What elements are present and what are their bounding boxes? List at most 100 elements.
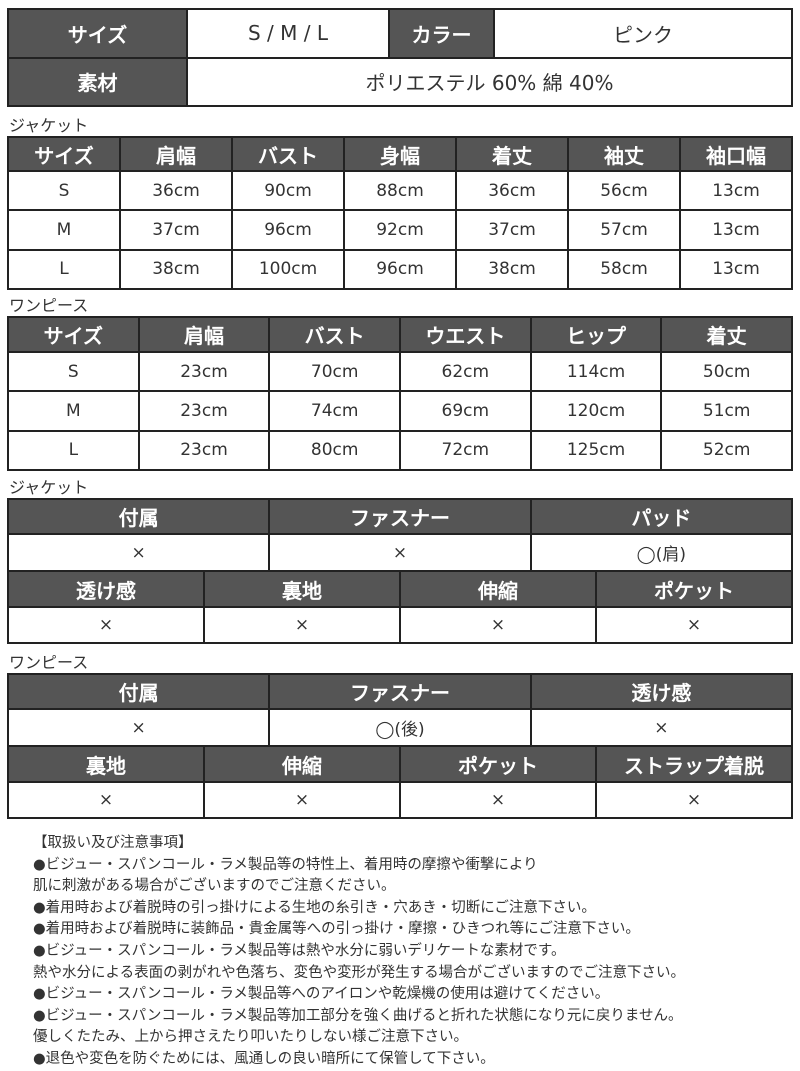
column-header: 身幅	[345, 138, 455, 170]
table-cell: 125cm	[531, 431, 661, 469]
note-line: 優しくたたみ、上から押さえたり叩いたりしない様ご注意下さい。	[33, 1029, 468, 1046]
table-cell: 74cm	[270, 392, 399, 430]
attribute-value: ×	[597, 783, 791, 817]
attribute-value: ×	[531, 710, 791, 745]
attribute-value: ×	[270, 535, 530, 570]
column-header: 袖丈	[569, 138, 679, 170]
note-line: 【取扱い及び注意事項】	[33, 835, 193, 851]
attribute-header: 付属	[9, 675, 269, 708]
attribute-header: 透け感	[9, 572, 203, 606]
attribute-value: ×	[205, 783, 399, 817]
attribute-header: パッド	[531, 500, 791, 533]
material-value: ポリエステル 60% 綿 40%	[188, 58, 791, 105]
note-line: 熱や水分による表面の剥がれや色落ち、変色や変形が発生する場合がございますのでご注…	[33, 964, 686, 981]
color-label: カラー	[390, 10, 493, 57]
jacket-attr-table-2: 透け感 裏地 伸縮 ポケット × × × ×	[7, 570, 793, 644]
attribute-header: ポケット	[597, 572, 791, 606]
note-line: 肌に刺激がある場合がございますのでご注意ください。	[33, 878, 396, 895]
table-cell: 100cm	[233, 250, 343, 288]
note-line: ●退色や変色を防ぐためには、風通しの良い暗所にて保管して下さい。	[33, 1050, 495, 1067]
column-header: 袖口幅	[681, 138, 791, 170]
dress-section-label: ワンピース	[9, 296, 89, 315]
column-header: 肩幅	[121, 138, 231, 170]
table-cell: 13cm	[681, 211, 791, 249]
attribute-header: ポケット	[401, 747, 595, 781]
table-cell: 37cm	[457, 211, 567, 249]
jacket-attr-section-label: ジャケット	[9, 478, 89, 497]
table-cell: 69cm	[401, 392, 530, 430]
table-cell: L	[9, 250, 119, 288]
table-cell: M	[9, 392, 138, 430]
column-header: ヒップ	[531, 318, 661, 351]
table-cell: 13cm	[681, 250, 791, 288]
attribute-header: ストラップ着脱	[597, 747, 791, 781]
dress-attr-table-1: 付属 ファスナー 透け感 × ◯(後) ×	[7, 673, 793, 747]
table-cell: 23cm	[139, 353, 269, 391]
note-line: ●ビジュー・スパンコール・ラメ製品等へのアイロンや乾燥機の使用は避けてください。	[33, 986, 610, 1003]
note-line: ●着用時および着脱時に装飾品・貴金属等への引っ掛け・摩擦・ひきつれ等にご注意下さ…	[33, 921, 640, 938]
attribute-header: 伸縮	[205, 747, 399, 781]
size-label: サイズ	[9, 10, 186, 57]
attribute-value: ×	[9, 783, 203, 817]
size-value: S / M / L	[188, 10, 388, 57]
table-cell: 57cm	[569, 211, 679, 249]
table-cell: 114cm	[531, 353, 661, 391]
table-cell: 80cm	[270, 431, 399, 469]
column-header: 着丈	[662, 318, 791, 351]
column-header: サイズ	[9, 318, 138, 351]
table-cell: 13cm	[681, 172, 791, 210]
attribute-header: ファスナー	[270, 675, 530, 708]
table-cell: 23cm	[139, 392, 269, 430]
dress-attr-section-label: ワンピース	[9, 653, 89, 672]
note-line: ●ビジュー・スパンコール・ラメ製品等加工部分を強く曲げると折れた状態になり元に戻…	[33, 1007, 683, 1024]
table-cell: 96cm	[345, 250, 455, 288]
table-cell: 70cm	[270, 353, 399, 391]
table-cell: 36cm	[121, 172, 231, 210]
attribute-header: 伸縮	[401, 572, 595, 606]
attribute-value: ×	[401, 783, 595, 817]
table-cell: 96cm	[233, 211, 343, 249]
table-cell: 52cm	[662, 431, 791, 469]
table-cell: 23cm	[139, 431, 269, 469]
color-value: ピンク	[495, 10, 791, 57]
dress-attr-table-2: 裏地 伸縮 ポケット ストラップ着脱 × × × ×	[7, 745, 793, 819]
jacket-attr-table-1: 付属 ファスナー パッド × × ◯(肩)	[7, 498, 793, 572]
table-cell: L	[9, 431, 138, 469]
table-cell: 88cm	[345, 172, 455, 210]
column-header: バスト	[233, 138, 343, 170]
attribute-value: ×	[9, 535, 269, 570]
jacket-section-label: ジャケット	[9, 116, 89, 135]
jacket-size-table: サイズ 肩幅 バスト 身幅 着丈 袖丈 袖口幅 S 36cm 90cm 88cm 36cm 56cm 13…	[7, 136, 793, 290]
summary-table: サイズ S / M / L カラー ピンク 素材 ポリエステル 60% 綿 40…	[7, 8, 793, 107]
table-cell: 37cm	[121, 211, 231, 249]
material-label: 素材	[9, 58, 186, 105]
table-cell: 51cm	[662, 392, 791, 430]
table-cell: 36cm	[457, 172, 567, 210]
table-cell: S	[9, 172, 119, 210]
table-cell: 62cm	[401, 353, 530, 391]
table-cell: 120cm	[531, 392, 661, 430]
dress-size-table: サイズ 肩幅 バスト ウエスト ヒップ 着丈 S 23cm 70cm 62cm 114cm 50cm M…	[7, 316, 793, 471]
note-line: ●着用時および着脱時の引っ掛けによる生地の糸引き・穴あき・切断にご注意下さい。	[33, 899, 596, 916]
attribute-value: ×	[9, 710, 269, 745]
table-cell: 58cm	[569, 250, 679, 288]
attribute-value: ×	[205, 608, 399, 642]
table-cell: 92cm	[345, 211, 455, 249]
attribute-header: 透け感	[531, 675, 791, 708]
column-header: 着丈	[457, 138, 567, 170]
table-cell: 72cm	[401, 431, 530, 469]
table-cell: 38cm	[121, 250, 231, 288]
table-cell: M	[9, 211, 119, 249]
attribute-value: ×	[9, 608, 203, 642]
attribute-header: ファスナー	[270, 500, 530, 533]
attribute-header: 裏地	[9, 747, 203, 781]
attribute-header: 裏地	[205, 572, 399, 606]
note-line: ●ビジュー・スパンコール・ラメ製品等の特性上、着用時の摩擦や衝撃により	[33, 856, 538, 873]
attribute-value: ×	[401, 608, 595, 642]
attribute-value: ◯(肩)	[531, 535, 791, 570]
care-notes: 【取扱い及び注意事項】 ●ビジュー・スパンコール・ラメ製品等の特性上、着用時の摩擦…	[33, 833, 685, 1071]
table-cell: S	[9, 353, 138, 391]
table-cell: 38cm	[457, 250, 567, 288]
attribute-header: 付属	[9, 500, 269, 533]
table-cell: 90cm	[233, 172, 343, 210]
